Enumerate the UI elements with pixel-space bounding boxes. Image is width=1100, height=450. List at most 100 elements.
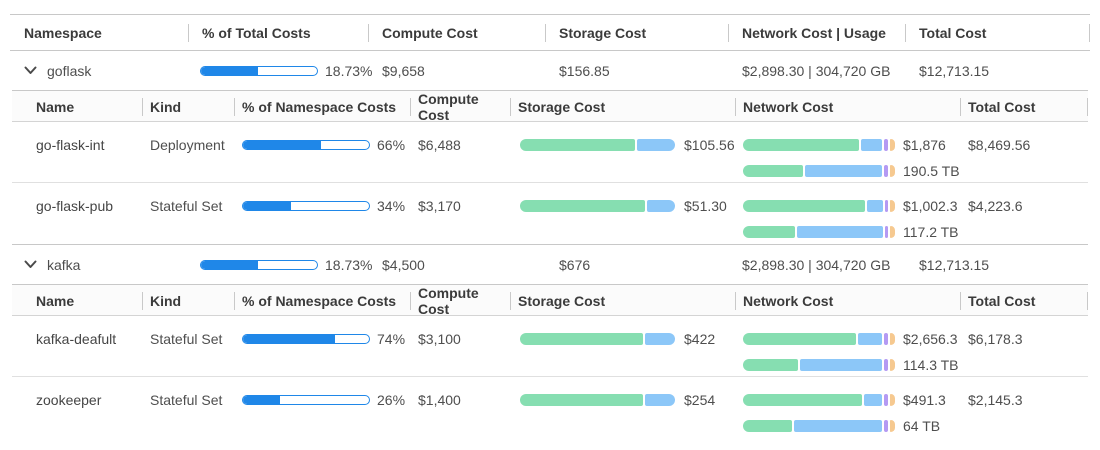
network-cost-cell: $491.3 64 TB <box>735 391 960 435</box>
col-header-network: Network Cost <box>735 285 960 317</box>
network-usage-value: 117.2 TB <box>903 224 959 240</box>
pct-namespace-bar <box>242 334 370 344</box>
network-usage-blue-segment <box>797 226 884 238</box>
overflow-arrow-icon <box>889 333 895 345</box>
overflow-arrow-icon <box>889 394 895 406</box>
storage-bar-blue-segment <box>645 333 675 345</box>
overflow-arrow-icon <box>890 200 895 212</box>
network-usage-green-segment <box>743 359 799 371</box>
pct-total-cell: 18.73% <box>188 257 372 273</box>
pct-namespace-bar <box>242 140 370 150</box>
pct-namespace-label: 74% <box>377 331 406 347</box>
workload-name: zookeeper <box>36 392 102 408</box>
network-cost-bar <box>743 394 895 406</box>
overflow-arrow-icon <box>889 359 895 371</box>
workload-name: go-flask-pub <box>36 198 114 214</box>
total-cost-value: $12,713.15 <box>919 256 990 273</box>
workload-kind: Stateful Set <box>150 331 223 347</box>
workload-row-go-flask-int: go-flask-int Deployment 66% $6,488 $105.… <box>12 122 1088 183</box>
pct-total-cell: 18.73% <box>188 63 372 79</box>
total-cost-value: $6,178.3 <box>968 331 1023 347</box>
col-header-total: Total Cost <box>960 285 1088 317</box>
col-header-network-usage: Network Cost | Usage <box>728 15 905 50</box>
namespace-row-kafka[interactable]: kafka 18.73% $4,500 $676 $2,898.30 | 304… <box>10 245 1090 284</box>
pct-namespace-cell: 74% <box>234 330 410 348</box>
compute-cost-value: $1,400 <box>418 392 461 408</box>
table-header-row: Namespace % of Total Costs Compute Cost … <box>10 15 1090 51</box>
col-header-pct-total: % of Total Costs <box>188 15 368 50</box>
workload-kind: Deployment <box>150 137 225 153</box>
network-usage-purple-segment <box>883 359 888 371</box>
workloads-table-goflask: Name Kind % of Namespace Costs Compute C… <box>12 90 1088 245</box>
storage-cost-cell: $422 <box>510 330 735 348</box>
network-cost-purple-segment <box>885 200 888 212</box>
network-cost-green-segment <box>743 139 860 151</box>
network-usage-purple-segment <box>883 165 888 177</box>
compute-cost-value: $3,100 <box>418 331 461 347</box>
network-cost-green-segment <box>743 333 857 345</box>
chevron-down-icon[interactable] <box>24 260 37 269</box>
workloads-table-kafka: Name Kind % of Namespace Costs Compute C… <box>12 284 1088 438</box>
pct-namespace-label: 34% <box>377 198 406 214</box>
workload-kind: Stateful Set <box>150 198 223 214</box>
storage-cost-value: $156.85 <box>559 62 610 79</box>
storage-cost-bar <box>520 200 676 212</box>
pct-namespace-label: 26% <box>377 392 406 408</box>
network-cost-value: $1,002.3 <box>903 198 958 214</box>
pct-namespace-cell: 26% <box>234 391 410 409</box>
network-cost-value: $1,876 <box>903 137 946 153</box>
network-usage-blue-segment <box>800 359 882 371</box>
network-usage-green-segment <box>743 420 793 432</box>
chevron-down-icon[interactable] <box>24 66 37 75</box>
namespace-name: kafka <box>47 256 81 273</box>
storage-bar-blue-segment <box>646 200 675 212</box>
overflow-arrow-icon <box>890 165 895 177</box>
col-header-storage: Storage Cost <box>510 91 735 123</box>
network-usage-bar <box>743 165 895 177</box>
namespace-row-goflask[interactable]: goflask 18.73% $9,658 $156.85 $2,898.30 … <box>10 51 1090 90</box>
storage-bar-green-segment <box>520 200 645 212</box>
compute-cost-value: $3,170 <box>418 198 461 214</box>
network-cost-bar <box>743 333 895 345</box>
workload-name: go-flask-int <box>36 137 105 153</box>
network-cost-blue-segment <box>861 139 882 151</box>
network-usage-purple-segment <box>885 226 888 238</box>
col-header-namespace: Namespace <box>24 24 102 41</box>
compute-cost-value: $4,500 <box>382 256 425 273</box>
network-cost-bar <box>743 200 895 212</box>
nested-header-row: Name Kind % of Namespace Costs Compute C… <box>12 285 1088 317</box>
storage-cost-cell: $254 <box>510 391 735 409</box>
overflow-arrow-icon <box>890 226 895 238</box>
pct-namespace-label: 66% <box>377 137 406 153</box>
network-usage-value: 64 TB <box>903 418 941 434</box>
network-usage-value: 114.3 TB <box>903 357 959 373</box>
storage-cost-value: $105.56 <box>684 137 735 153</box>
col-header-pct-namespace: % of Namespace Costs <box>234 91 410 123</box>
workload-row-kafka-deafult: kafka-deafult Stateful Set 74% $3,100 $4… <box>12 316 1088 377</box>
network-usage-green-segment <box>743 165 803 177</box>
storage-cost-value: $254 <box>684 392 716 408</box>
network-cost-green-segment <box>743 200 866 212</box>
col-header-compute: Compute Cost <box>368 15 545 50</box>
network-usage-bar <box>743 226 895 238</box>
network-cost-purple-segment <box>883 394 888 406</box>
total-cost-value: $8,469.56 <box>968 137 1031 153</box>
workload-row-zookeeper: zookeeper Stateful Set 26% $1,400 $254 <box>12 377 1088 438</box>
namespace-name-cell[interactable]: kafka <box>10 257 188 273</box>
storage-cost-cell: $105.56 <box>510 136 735 154</box>
pct-total-label: 18.73% <box>325 62 373 79</box>
namespace-name-cell[interactable]: goflask <box>10 63 188 79</box>
network-cost-cell: $1,876 190.5 TB <box>735 136 960 180</box>
storage-bar-blue-segment <box>645 394 675 406</box>
col-header-total: Total Cost <box>905 15 1090 50</box>
storage-bar-blue-segment <box>637 139 675 151</box>
overflow-arrow-icon <box>889 420 895 432</box>
storage-cost-cell: $51.30 <box>510 197 735 215</box>
col-header-kind: Kind <box>142 91 234 123</box>
workload-kind: Stateful Set <box>150 392 223 408</box>
storage-bar-green-segment <box>520 333 644 345</box>
network-usage-bar <box>743 420 895 432</box>
cost-table: Namespace % of Total Costs Compute Cost … <box>10 14 1090 438</box>
pct-total-bar <box>200 65 318 76</box>
col-header-kind: Kind <box>142 285 234 317</box>
